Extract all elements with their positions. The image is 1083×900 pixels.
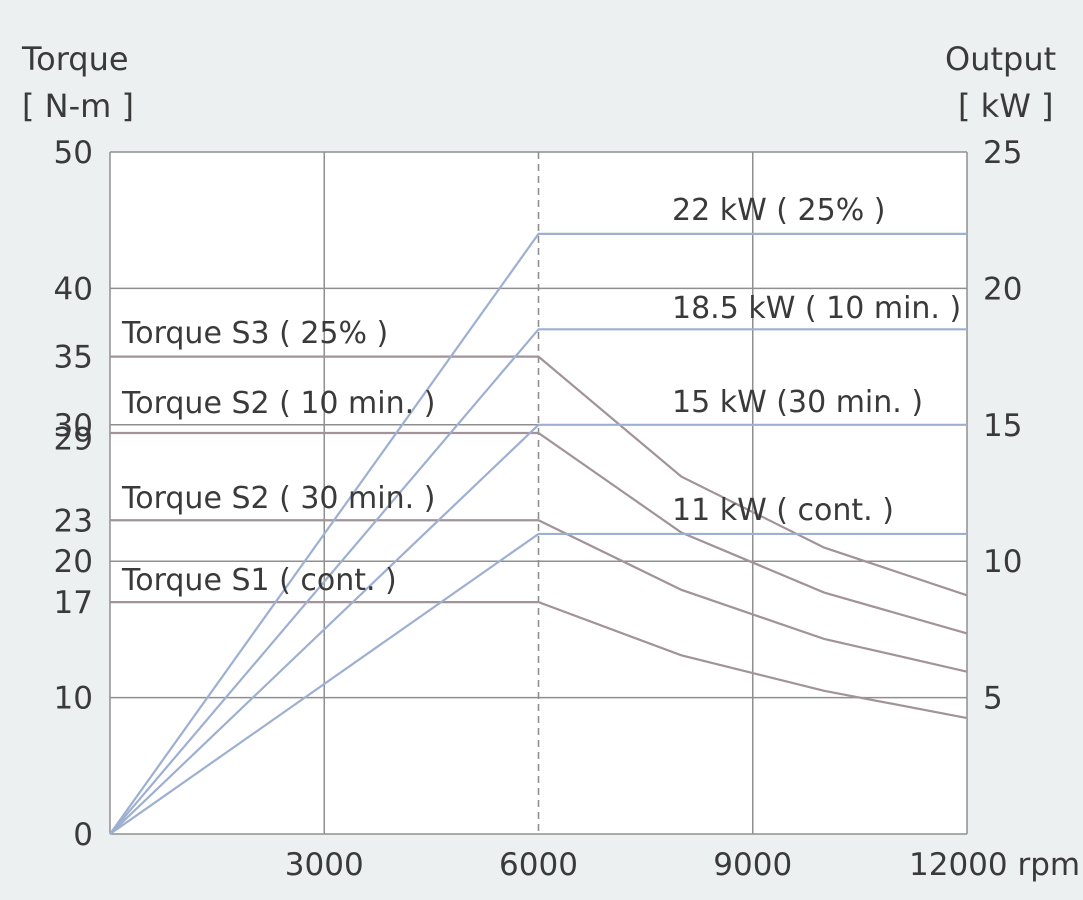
power-series-line [109,532,967,835]
left-tick-label: 20 [54,544,93,580]
right-tick-label: 20 [983,271,1022,307]
right-tick-label: 10 [983,544,1022,580]
right-axis-unit: [ kW ] [958,87,1053,125]
x-tick-label: 9000 [713,847,792,883]
right-axis-ticks: 5 10 15 20 25 [983,135,1022,717]
left-tick-label: 23 [54,503,93,539]
right-tick-label: 25 [983,135,1022,171]
left-tick-label: 40 [54,271,93,307]
left-tick-label: 35 [54,340,93,376]
left-tick-label: 0 [73,817,93,853]
left-tick-label: 17 [54,585,93,621]
power-series-label: 18.5 kW ( 10 min. ) [672,291,961,326]
torque-series-label: Torque S2 ( 10 min. ) [121,386,435,421]
series-lines [109,232,968,835]
power-series-label: 22 kW ( 25% ) [672,193,885,228]
left-tick-label: 50 [54,135,93,171]
x-axis-ticks: 3000 6000 9000 12000 rpm [285,847,1080,883]
torque-series-label: Torque S1 ( cont. ) [121,563,397,598]
right-tick-label: 15 [983,408,1022,444]
left-axis-unit: [ N-m ] [22,87,134,125]
torque-series-line [110,601,968,720]
x-tick-label: 12000 rpm [909,847,1080,883]
torque-series-label: Torque S3 ( 25% ) [121,316,388,351]
power-series-line [109,328,967,835]
left-axis-title: Torque [21,40,129,78]
series-labels: Torque S3 ( 25% ) Torque S2 ( 10 min. ) To… [121,193,961,598]
power-series-label: 15 kW (30 min. ) [672,385,923,420]
power-series-label: 11 kW ( cont. ) [672,493,894,528]
power-series-line [109,232,967,835]
left-tick-label: 29 [54,421,93,457]
torque-series-line [110,519,968,673]
torque-series-line [110,355,968,597]
power-series-line [109,423,967,835]
x-tick-label: 3000 [285,847,364,883]
left-tick-label: 10 [54,681,93,717]
right-tick-label: 5 [983,681,1003,717]
right-axis-title: Output [945,40,1056,78]
x-tick-label: 6000 [499,847,578,883]
left-tick-label: 30 [54,408,93,444]
torque-series-label: Torque S2 ( 30 min. ) [121,481,435,516]
